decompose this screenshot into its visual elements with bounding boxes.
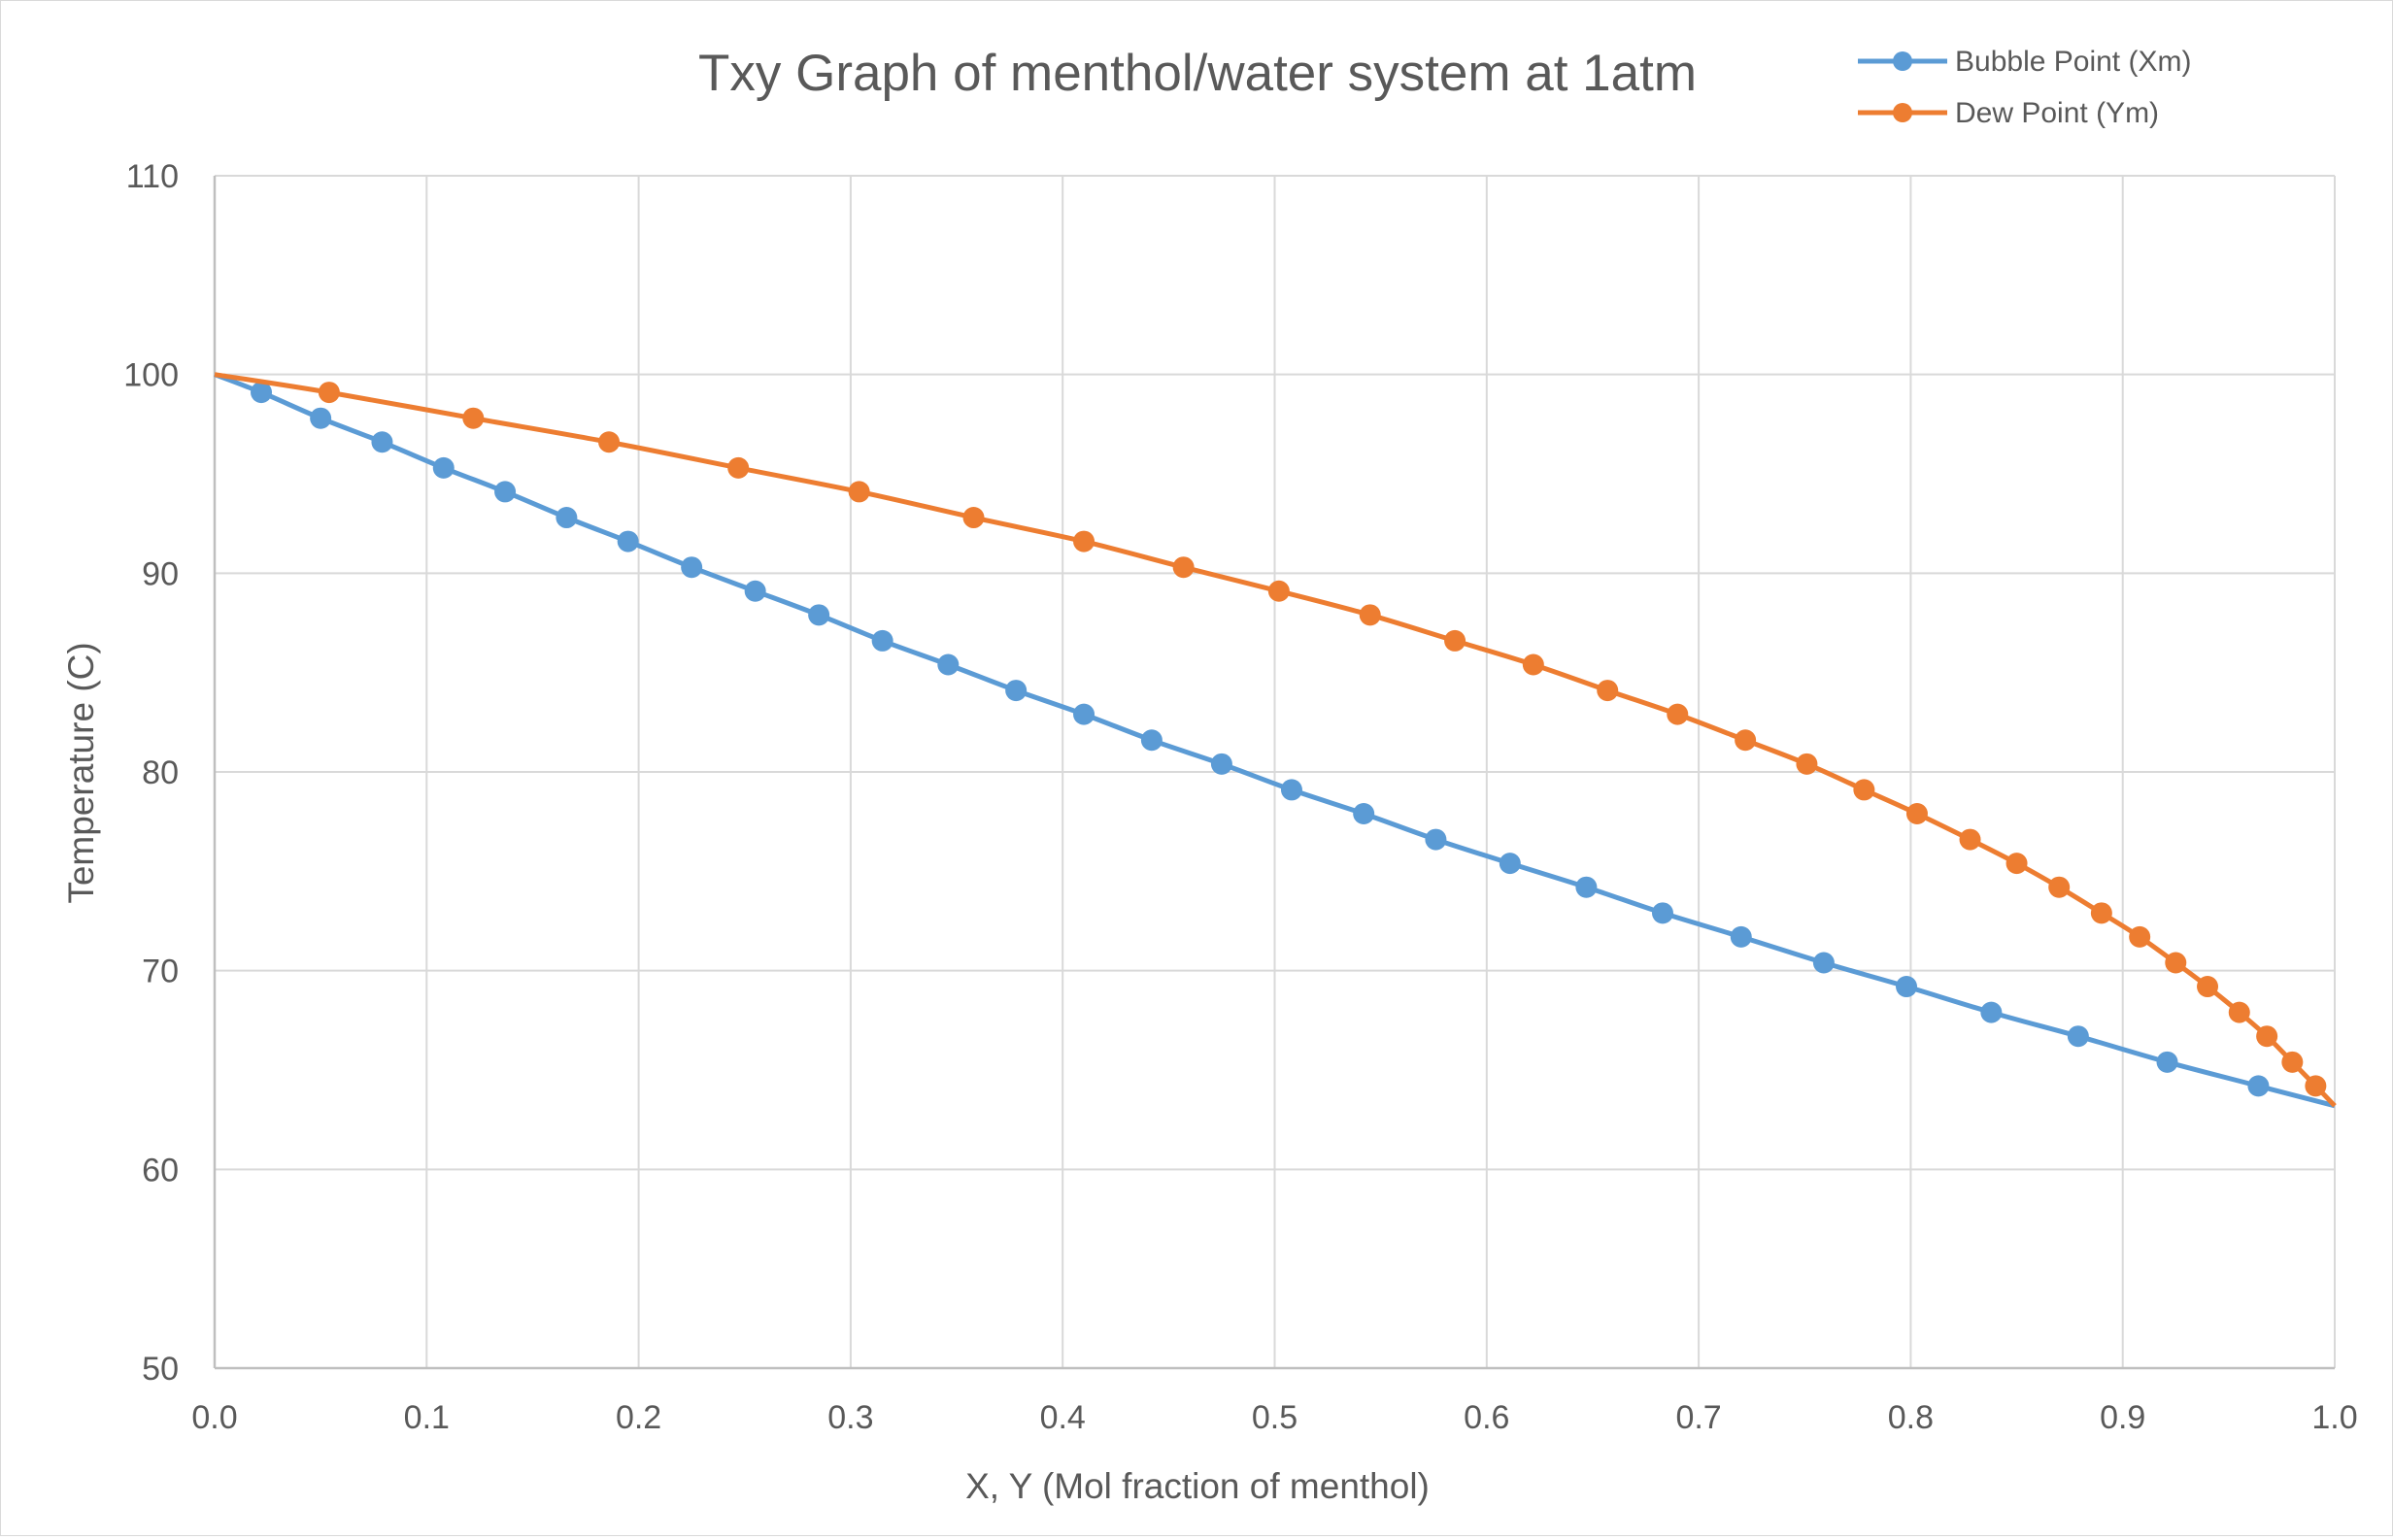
x-tick-label: 0.0	[191, 1399, 237, 1436]
data-point	[871, 629, 893, 652]
legend-label: Dew Point (Ym)	[1955, 97, 2159, 129]
legend-marker	[1893, 103, 1912, 122]
data-point	[1853, 779, 1875, 801]
data-point	[371, 431, 393, 453]
data-point	[2281, 1051, 2304, 1073]
series-bubble-point	[214, 372, 2336, 1109]
data-point	[2165, 952, 2187, 974]
x-tick-label: 0.8	[1888, 1399, 1934, 1436]
x-tick-label: 0.7	[1675, 1399, 1721, 1436]
y-tick-label: 50	[142, 1351, 179, 1388]
axes	[213, 176, 2335, 1370]
data-point	[2067, 1025, 2089, 1048]
y-tick-label: 100	[123, 357, 179, 394]
data-point	[1353, 802, 1375, 824]
data-point	[251, 382, 273, 404]
data-point	[1280, 779, 1302, 801]
data-point	[556, 507, 578, 529]
data-point	[310, 407, 332, 429]
data-point	[727, 456, 750, 479]
data-point	[1896, 976, 1918, 998]
data-point	[1597, 680, 1619, 702]
data-point	[1444, 629, 1466, 652]
legend-item: Dew Point (Ym)	[1858, 97, 2159, 129]
x-axis-title: X, Y (Mol fraction of menthol)	[965, 1466, 1430, 1506]
data-point	[2090, 902, 2112, 924]
data-point	[1812, 952, 1835, 974]
y-tick-label: 90	[142, 555, 179, 592]
y-tick-label: 110	[126, 158, 179, 195]
data-point	[1172, 556, 1195, 579]
x-tick-label: 0.6	[1464, 1399, 1509, 1436]
data-point	[1735, 729, 1757, 752]
tick-labels: 0.0 0.1 0.2 0.3 0.4 0.5 0.6 0.7 0.8 0.9 1.0 50 60 70 8…	[123, 158, 2357, 1436]
data-point	[2228, 1001, 2250, 1023]
data-point	[1796, 753, 1818, 775]
data-point	[2005, 853, 2028, 875]
data-point	[744, 580, 766, 602]
data-point	[1499, 853, 1521, 875]
y-tick-label: 80	[142, 754, 179, 791]
x-tick-label: 0.4	[1040, 1399, 1086, 1436]
y-tick-label: 70	[142, 954, 179, 990]
data-point	[1980, 1001, 2003, 1023]
data-point	[2305, 1075, 2327, 1097]
data-point	[1073, 703, 1095, 725]
data-point	[1140, 729, 1163, 752]
data-point	[1005, 680, 1028, 702]
data-point	[2256, 1025, 2278, 1048]
x-tick-label: 0.2	[616, 1399, 661, 1436]
series-line	[214, 372, 2336, 1109]
data-point	[2048, 876, 2071, 898]
x-tick-label: 1.0	[2311, 1399, 2357, 1436]
data-point	[462, 407, 485, 429]
data-point	[2156, 1051, 2178, 1073]
y-axis-title: Temperature (C)	[61, 642, 101, 903]
y-tick-label: 60	[142, 1152, 179, 1188]
legend-item: Bubble Point (Xm)	[1858, 46, 2191, 78]
data-point	[1730, 925, 1752, 948]
data-point	[937, 653, 960, 676]
data-point	[1522, 653, 1544, 676]
data-point	[1359, 604, 1381, 626]
legend: Bubble Point (Xm) Dew Point (Ym)	[1858, 46, 2191, 129]
chart-title: Txy Graph of menthol/water system at 1at…	[698, 45, 1697, 102]
data-point	[2197, 976, 2219, 998]
legend-label: Bubble Point (Xm)	[1955, 46, 2191, 78]
series-layer	[214, 372, 2337, 1109]
x-tick-label: 0.3	[827, 1399, 873, 1436]
x-tick-label: 0.5	[1252, 1399, 1298, 1436]
data-point	[1267, 580, 1290, 602]
data-point	[1667, 703, 1689, 725]
data-point	[962, 507, 985, 529]
data-point	[1425, 828, 1447, 851]
data-point	[1210, 753, 1232, 775]
data-point	[1905, 802, 1928, 824]
data-point	[494, 481, 517, 503]
data-point	[318, 382, 340, 404]
legend-marker	[1893, 51, 1912, 71]
x-tick-label: 0.9	[2100, 1399, 2145, 1436]
data-point	[617, 530, 639, 552]
data-point	[1575, 876, 1598, 898]
gridlines	[214, 175, 2336, 1369]
data-point	[1651, 902, 1673, 924]
data-point	[598, 431, 621, 453]
data-point	[2247, 1075, 2270, 1097]
data-point	[848, 481, 870, 503]
data-point	[1959, 828, 1981, 851]
x-tick-label: 0.1	[404, 1399, 450, 1436]
series-dew-point	[214, 372, 2337, 1108]
data-point	[1073, 530, 1095, 552]
data-point	[2129, 925, 2151, 948]
data-point	[432, 456, 455, 479]
data-point	[681, 556, 703, 579]
data-point	[808, 604, 830, 626]
